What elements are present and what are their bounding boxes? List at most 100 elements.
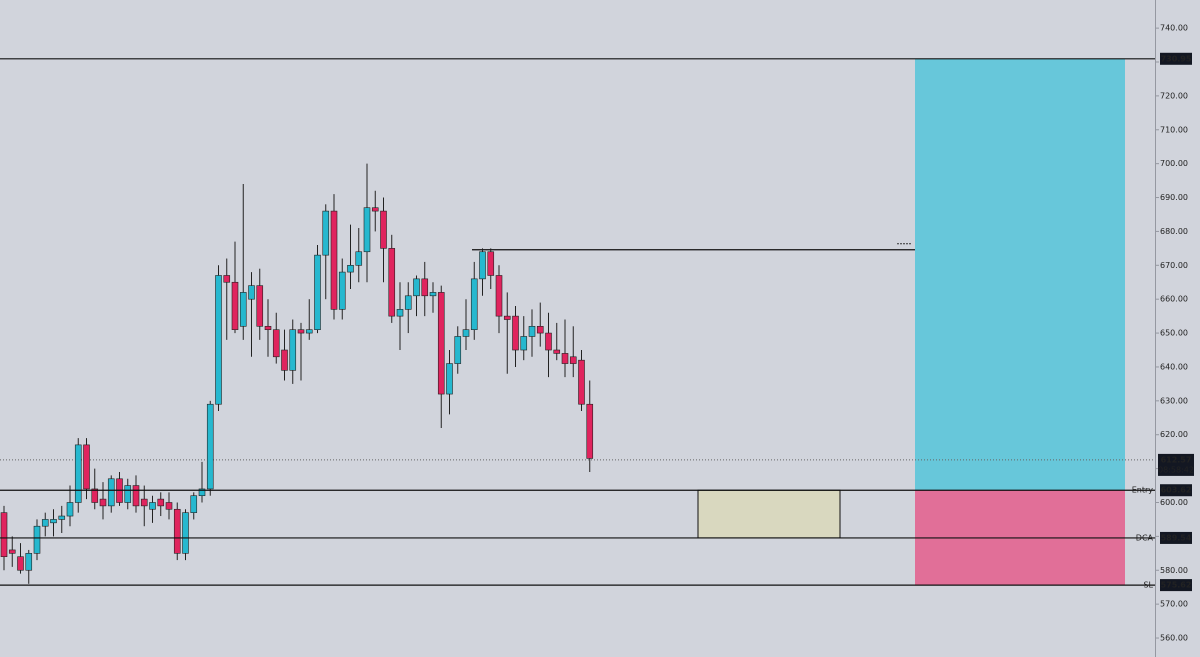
candle-body [0,512,8,558]
last-price-tag [1158,453,1194,476]
last-price-label: 612.57 [1161,455,1192,464]
candle-body [91,488,99,503]
price-tag [1160,484,1192,497]
candle-body [429,292,437,297]
level-name: SL [1143,581,1153,590]
candle-body [322,210,330,256]
candle-body [545,332,552,351]
candle-body [487,251,495,276]
level-name: Entry [1132,486,1154,495]
candle-body [297,329,305,334]
y-tick-label: 640.00 [1160,362,1188,371]
price-tag [1160,531,1192,544]
candle-body [479,251,486,280]
candle-body [149,502,156,510]
candle-body [528,325,536,337]
candle-body [182,512,189,554]
level-name: DCA [1136,533,1154,542]
candle-body [165,502,173,510]
candle-body [8,549,16,554]
candle-body [264,325,272,330]
candle-body [536,325,544,334]
candle-body [190,495,198,513]
y-tick-label: 690.00 [1160,193,1188,202]
y-tick-label: 680.00 [1160,227,1188,236]
candle-body [239,292,247,327]
countdown: 08:58:42 [1158,465,1194,474]
candle-body [355,251,363,266]
candle-body [338,271,346,310]
target-zone [915,58,1125,491]
candle-body [248,285,255,300]
candle-body [25,553,33,571]
candle-body [66,502,74,517]
candle-body [173,508,181,554]
candle-body [215,275,222,405]
candle-body [256,285,264,327]
candle-body [396,309,404,317]
candle-body [446,363,453,395]
price-tag-label: 730.95 [1161,54,1192,63]
y-tick-label: 560.00 [1160,634,1188,643]
y-tick-label: 740.00 [1160,24,1188,33]
candle-body [132,485,140,507]
y-tick-label: 720.00 [1160,91,1188,100]
price-tag [1160,52,1192,65]
candle-body [50,519,57,524]
candle-body [371,207,379,212]
y-tick-label: 650.00 [1160,329,1188,338]
price-tag-label: 589.54 [1161,533,1192,542]
candle-body [421,278,429,297]
candle-body [495,275,503,317]
price-tag-label: 575.62 [1161,581,1192,590]
dca-zone [697,489,841,539]
candle-body [272,329,280,358]
candle-body [17,556,24,571]
candle-body [231,281,239,330]
y-tick-label: 600.00 [1160,498,1188,507]
candle-body [41,519,49,527]
candle-body [58,515,66,520]
candle-body [74,444,82,503]
candle-body [363,207,371,253]
candle-body [388,248,396,317]
price-tag-label: 603.62 [1161,486,1192,495]
y-tick-label: 670.00 [1160,261,1188,270]
candle-body [206,403,214,490]
candle-body [561,353,569,364]
candle-body [462,329,470,337]
y-tick-label: 620.00 [1160,430,1188,439]
candle-body [157,498,165,507]
candle-body [223,275,231,283]
candle-body [330,210,338,310]
candle-body [99,498,107,507]
candle-body [140,498,148,507]
candle-body [512,315,519,351]
y-tick-label: 580.00 [1160,566,1188,575]
candle-body [520,336,528,351]
candle-body [470,278,478,330]
candle-body [553,349,561,354]
y-tick-label: 700.00 [1160,159,1188,168]
candle-body [33,525,41,554]
candle-body [83,444,90,490]
candle-body [404,295,412,310]
candle-body [578,359,585,405]
y-tick-label: 710.00 [1160,125,1188,134]
y-tick-label: 570.00 [1160,600,1188,609]
candle-body [289,329,297,371]
y-tick-label: 630.00 [1160,396,1188,405]
candle-body [413,278,420,297]
candle-body [569,356,577,364]
y-tick-label: 660.00 [1160,295,1188,304]
candle-body [437,292,445,395]
candle-body [454,336,462,364]
candle-body [124,485,132,503]
candle-body [586,403,594,459]
price-tag [1160,579,1192,592]
candle-body [503,315,511,320]
candle-body [347,265,354,273]
candle-body [305,329,313,334]
candle-body [107,478,115,507]
